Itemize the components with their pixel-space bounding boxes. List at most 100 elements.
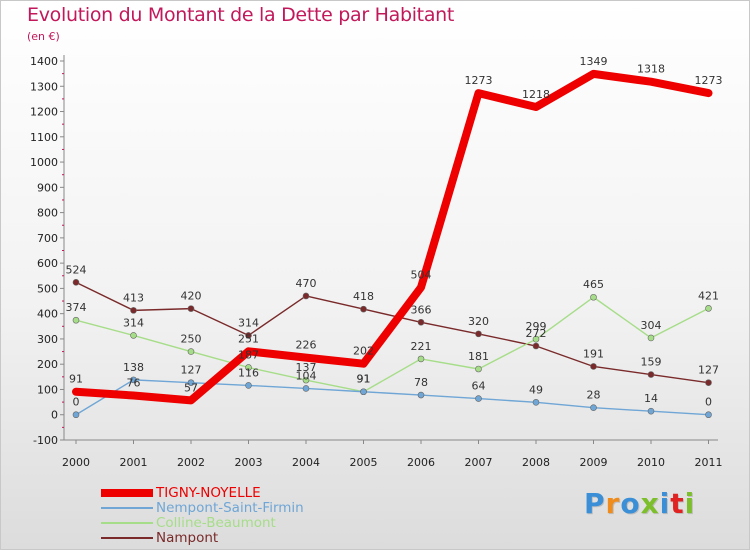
series-line-2 (75, 296, 710, 393)
data-point (475, 365, 482, 373)
data-point (360, 388, 367, 396)
data-point (130, 332, 137, 339)
series-lines (72, 69, 713, 416)
data-label: 91 (69, 373, 83, 386)
legend-swatch (101, 507, 153, 509)
data-point (417, 391, 425, 399)
data-label: 366 (411, 303, 432, 316)
data-label: 465 (583, 278, 604, 291)
data-label: 470 (296, 277, 317, 290)
data-point (302, 385, 310, 392)
data-label: 524 (66, 263, 87, 276)
data-point (705, 379, 712, 386)
y-tick-label: 1200 (30, 106, 58, 119)
data-label: 1218 (522, 88, 550, 101)
y-tick-label: 600 (37, 257, 58, 270)
data-point (72, 411, 80, 419)
data-point (130, 376, 137, 384)
data-label: 91 (357, 373, 371, 386)
y-tick-label: 400 (37, 308, 58, 321)
logo-letter: r (605, 487, 621, 520)
data-point (532, 342, 540, 350)
logo-letter: t (670, 487, 685, 520)
y-tick-label: 300 (37, 333, 58, 346)
data-label: 1349 (580, 55, 608, 68)
data-label: 0 (73, 396, 80, 409)
x-tick-label: 2008 (522, 456, 550, 469)
data-point (532, 399, 540, 406)
data-label: 57 (184, 381, 198, 394)
data-point (647, 334, 655, 342)
unit-label: (en €) (27, 30, 60, 43)
data-label: 64 (472, 380, 486, 393)
data-label: 504 (411, 268, 432, 281)
data-point (590, 363, 597, 370)
data-label: 191 (583, 347, 604, 360)
data-label: 374 (66, 301, 87, 314)
series-points (72, 279, 712, 419)
data-label: 251 (238, 332, 259, 345)
data-label: 272 (526, 327, 547, 340)
series-line-0 (72, 69, 713, 405)
data-point (187, 348, 195, 355)
value-labels: 524 413 420 314 470 418 366 320 272 191 159 127 374 3… (66, 55, 723, 409)
data-point (417, 318, 425, 326)
legend-label: Nampont (156, 530, 219, 546)
data-label: 202 (353, 345, 374, 358)
data-point (302, 292, 310, 300)
logo-letter: o (620, 487, 641, 520)
x-tick-label: 2001 (120, 456, 148, 469)
data-label: 320 (468, 315, 489, 328)
data-label: 226 (296, 339, 317, 352)
data-label: 127 (181, 364, 202, 377)
data-label: 116 (238, 366, 259, 379)
data-label: 420 (181, 290, 202, 303)
y-tick-label: 500 (37, 282, 58, 295)
data-label: 137 (296, 361, 317, 374)
data-point (187, 379, 195, 386)
y-tick-label: 700 (37, 232, 58, 245)
x-tick-label: 2010 (637, 456, 665, 469)
data-label: 413 (123, 291, 144, 304)
legend-swatch (101, 489, 153, 497)
data-point (417, 355, 425, 363)
series-line-3 (75, 281, 710, 384)
data-point (130, 307, 137, 314)
data-label: 1273 (695, 74, 723, 87)
y-tick-label: 0 (51, 409, 58, 422)
data-point (360, 305, 367, 313)
data-label: 127 (698, 364, 719, 377)
data-point (705, 411, 712, 419)
y-tick-label: 200 (37, 358, 58, 371)
data-label: 187 (238, 348, 259, 361)
data-point (72, 316, 80, 324)
data-label: 421 (698, 289, 719, 302)
y-tick-label: 800 (37, 207, 58, 220)
data-label: 104 (296, 369, 317, 382)
y-tick-label: 1300 (30, 80, 58, 93)
y-tick-label: 1000 (30, 156, 58, 169)
data-point (590, 404, 597, 411)
data-label: 78 (414, 376, 428, 389)
data-point (187, 305, 195, 312)
data-label: 314 (123, 316, 144, 329)
data-point (475, 330, 482, 338)
data-point (590, 293, 597, 301)
data-label: 299 (526, 320, 547, 333)
x-tick-label: 2000 (62, 456, 90, 469)
legend-label: Nempont-Saint-Firmin (156, 500, 304, 516)
data-label: 28 (587, 389, 601, 402)
logo-letter: i (684, 487, 696, 520)
y-tick-label: 900 (37, 181, 58, 194)
data-point (647, 407, 655, 415)
data-point (302, 376, 310, 384)
y-tick-label: 1400 (30, 55, 58, 68)
data-label: 181 (468, 350, 489, 363)
x-tick-label: 2005 (350, 456, 378, 469)
data-point (705, 305, 712, 312)
x-tick-label: 2007 (465, 456, 493, 469)
logo-letter: x (640, 487, 660, 520)
data-point (245, 364, 252, 371)
